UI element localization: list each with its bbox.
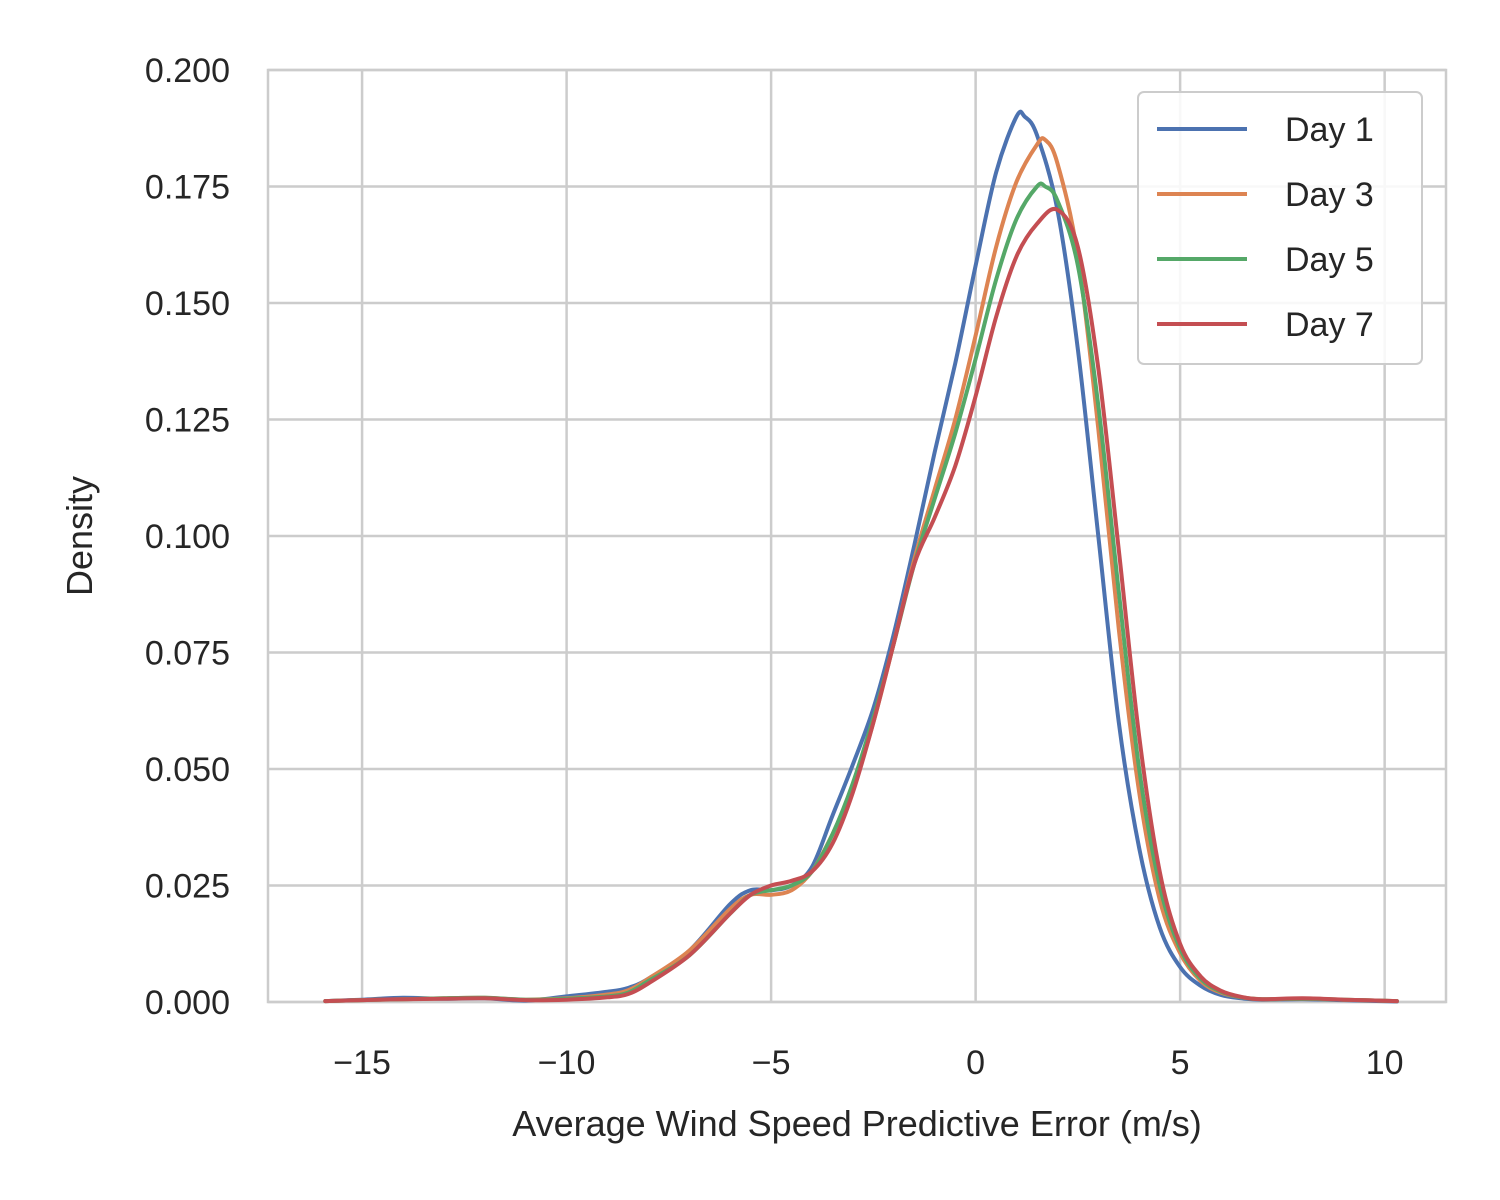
y-tick-label: 0.200 — [145, 52, 230, 90]
legend-label: Day 5 — [1285, 241, 1374, 279]
y-tick-label: 0.075 — [145, 635, 230, 673]
legend-item: Day 7 — [1157, 306, 1374, 344]
x-tick-label: −10 — [538, 1044, 596, 1082]
plot-frame — [266, 68, 1448, 1004]
x-axis-title: Average Wind Speed Predictive Error (m/s… — [512, 1103, 1202, 1144]
legend-box — [1137, 91, 1423, 365]
series-line-day-1 — [323, 109, 1399, 1004]
legend-label: Day 3 — [1285, 176, 1374, 214]
y-axis-title: Density — [59, 476, 100, 596]
legend-label: Day 1 — [1285, 111, 1374, 149]
legend-label: Day 7 — [1285, 306, 1374, 344]
legend-item: Day 3 — [1157, 176, 1374, 214]
y-tick-label: 0.050 — [145, 751, 230, 789]
x-tick-labels: −15 −10 −5 0 5 10 — [333, 1044, 1403, 1082]
x-tick-label: 10 — [1366, 1044, 1404, 1082]
x-tick-label: 5 — [1171, 1044, 1190, 1082]
series-lines — [323, 109, 1399, 1004]
legend-item: Day 1 — [1157, 111, 1374, 149]
series-line-day-7 — [323, 206, 1399, 1004]
y-tick-labels: 0.000 0.025 0.050 0.075 0.100 0.125 0.150 0.175… — [145, 52, 230, 1022]
x-tick-label: −15 — [333, 1044, 391, 1082]
y-tick-label: 0.100 — [145, 518, 230, 556]
legend-item: Day 5 — [1157, 241, 1374, 279]
y-tick-label: 0.175 — [145, 169, 230, 207]
legend: Day 1 Day 3 Day 5 Day 7 — [1137, 91, 1423, 365]
y-tick-label: 0.125 — [145, 402, 230, 440]
x-tick-label: −5 — [752, 1044, 791, 1082]
y-tick-label: 0.025 — [145, 868, 230, 906]
x-tick-label: 0 — [966, 1044, 985, 1082]
y-tick-label: 0.000 — [145, 984, 230, 1022]
y-tick-label: 0.150 — [145, 285, 230, 323]
